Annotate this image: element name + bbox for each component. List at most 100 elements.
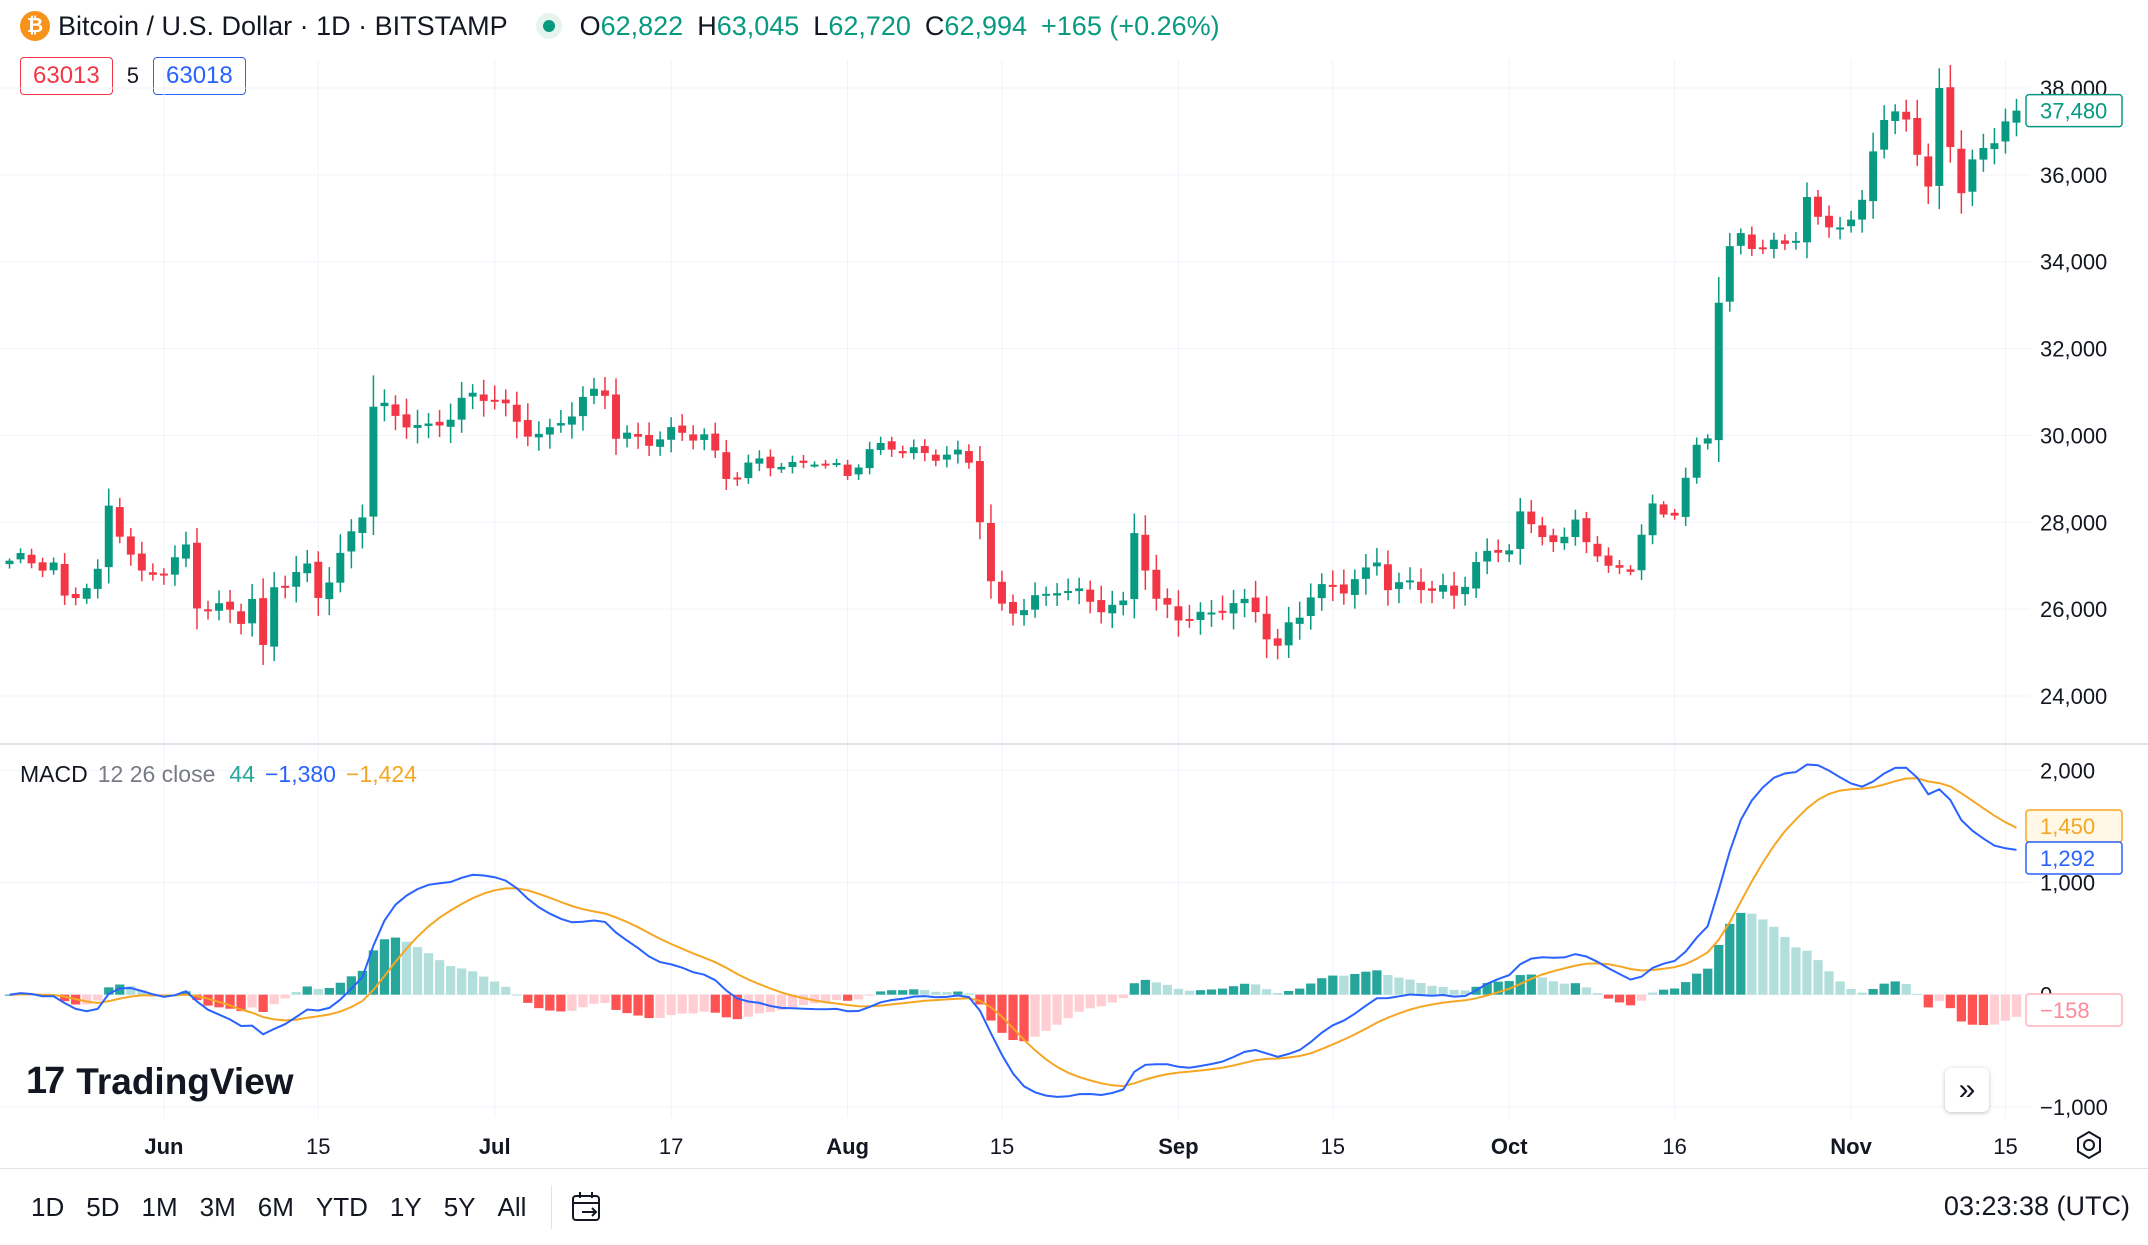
- candle-up: [1461, 576, 1470, 606]
- price-chart[interactable]: 38,00036,00034,00032,00030,00028,00026,0…: [0, 0, 2148, 1168]
- candle-up: [1483, 538, 1492, 575]
- range-1d-button[interactable]: 1D: [31, 1191, 65, 1222]
- candle-body: [1383, 564, 1392, 591]
- histogram-bar: [1427, 985, 1437, 995]
- candle-body: [1736, 233, 1745, 246]
- utc-clock[interactable]: 03:23:38 (UTC): [1943, 1191, 2130, 1221]
- candle-body: [501, 399, 510, 404]
- histogram-bar: [1339, 975, 1349, 995]
- candle-up: [215, 590, 224, 621]
- histogram-bar: [898, 990, 908, 995]
- scroll-to-realtime-button[interactable]: »: [1945, 1068, 1989, 1112]
- candle-down: [821, 459, 830, 469]
- histogram-bar: [633, 994, 643, 1016]
- range-ytd-button[interactable]: YTD: [315, 1191, 368, 1222]
- candle-down: [986, 504, 995, 599]
- histogram-bar: [236, 994, 246, 1012]
- candle-body: [1461, 586, 1470, 595]
- range-6m-button[interactable]: 6M: [257, 1191, 294, 1222]
- symbol-title[interactable]: Bitcoin / U.S. Dollar · 1D · BITSTAMP: [58, 10, 508, 41]
- candle-up: [358, 504, 367, 549]
- histogram-bar: [1625, 994, 1636, 1006]
- histogram-bar: [1537, 977, 1547, 995]
- histogram-bar: [1085, 994, 1095, 1009]
- candle-body: [1119, 600, 1128, 606]
- candle-down: [722, 439, 731, 490]
- time-axis-tick-label: 16: [1662, 1134, 1686, 1159]
- histogram-bar: [1923, 994, 1933, 1008]
- candle-down: [1417, 568, 1425, 604]
- candle-body: [1747, 234, 1756, 250]
- histogram-bar: [324, 987, 334, 995]
- candle-up: [832, 458, 841, 468]
- range-all-button[interactable]: All: [497, 1191, 527, 1222]
- tradingview-logo[interactable]: 17 TradingView: [26, 1060, 294, 1103]
- histogram-bar: [1460, 990, 1470, 995]
- histogram-bar: [1317, 978, 1327, 995]
- candle-body: [435, 421, 444, 426]
- range-3m-button[interactable]: 3M: [199, 1191, 236, 1222]
- macd-legend[interactable]: MACD 12 26 close 44 −1,380 −1,424: [20, 761, 417, 788]
- candle-down: [964, 444, 973, 469]
- candle-down: [1174, 590, 1183, 637]
- candle-down: [281, 575, 290, 599]
- range-1m-button[interactable]: 1M: [141, 1191, 178, 1222]
- candle-body: [1968, 159, 1977, 192]
- buy-button[interactable]: 63018: [153, 57, 246, 95]
- go-to-date-button[interactable]: [566, 1186, 608, 1228]
- candle-down: [1251, 580, 1260, 623]
- candle-body: [1615, 565, 1624, 568]
- histogram-bar: [247, 994, 257, 1008]
- candle-up: [589, 377, 598, 405]
- candle-up: [1042, 586, 1051, 606]
- range-5d-button[interactable]: 5D: [86, 1191, 120, 1222]
- histogram-bar: [1581, 987, 1592, 995]
- histogram-bar: [457, 968, 467, 995]
- candle-down: [766, 449, 775, 477]
- candle-up: [1372, 547, 1381, 576]
- range-1y-button[interactable]: 1Y: [389, 1191, 422, 1222]
- histogram-bar: [1978, 994, 1989, 1026]
- candle-body: [1946, 87, 1955, 148]
- candle-up: [534, 421, 543, 451]
- candle-body: [711, 433, 720, 451]
- candle-body: [1549, 535, 1558, 543]
- chart-settings-button[interactable]: [2072, 1128, 2106, 1162]
- candle-down: [634, 422, 643, 449]
- candle-body: [1251, 597, 1260, 613]
- candle-up: [1714, 276, 1723, 462]
- histogram-bar: [1151, 982, 1161, 995]
- candle-up: [413, 409, 422, 444]
- histogram-bar: [412, 947, 423, 995]
- sell-button[interactable]: 63013: [20, 57, 113, 95]
- candle-down: [1957, 130, 1966, 214]
- histogram-bar: [1383, 975, 1393, 995]
- candle-down: [38, 557, 47, 578]
- candle-body: [1031, 595, 1040, 610]
- histogram-bar: [445, 966, 456, 995]
- candle-body: [1218, 610, 1227, 613]
- histogram-bar: [1041, 994, 1051, 1031]
- candle-body: [909, 447, 918, 454]
- symbol-legend[interactable]: ₿ Bitcoin / U.S. Dollar · 1D · BITSTAMP …: [20, 10, 1220, 42]
- histogram-bar: [710, 994, 720, 1013]
- time-axis-tick-label: 15: [1993, 1134, 2017, 1159]
- candle-up: [1571, 509, 1580, 546]
- candle-body: [733, 477, 742, 480]
- candle-up: [1968, 149, 1977, 207]
- candle-body: [104, 505, 113, 568]
- candle-down: [931, 449, 940, 467]
- candle-up: [325, 567, 334, 616]
- candle-body: [270, 587, 279, 647]
- histogram-bar: [1603, 994, 1614, 999]
- range-5y-button[interactable]: 5Y: [443, 1191, 476, 1222]
- time-axis: Jun 15 Jul 17 Aug 15 Sep 15 Oct 16 Nov 15: [144, 1134, 2017, 1159]
- candle-body: [1957, 148, 1966, 194]
- macd-params: 12 26 close: [97, 761, 216, 787]
- histogram-bar: [1548, 981, 1558, 995]
- candle-down: [148, 563, 157, 581]
- time-axis-tick-label: Sep: [1158, 1134, 1198, 1159]
- candle-down: [1549, 528, 1558, 553]
- price-axis-tick-label: 36,000: [2040, 163, 2107, 188]
- candle-down: [490, 385, 499, 410]
